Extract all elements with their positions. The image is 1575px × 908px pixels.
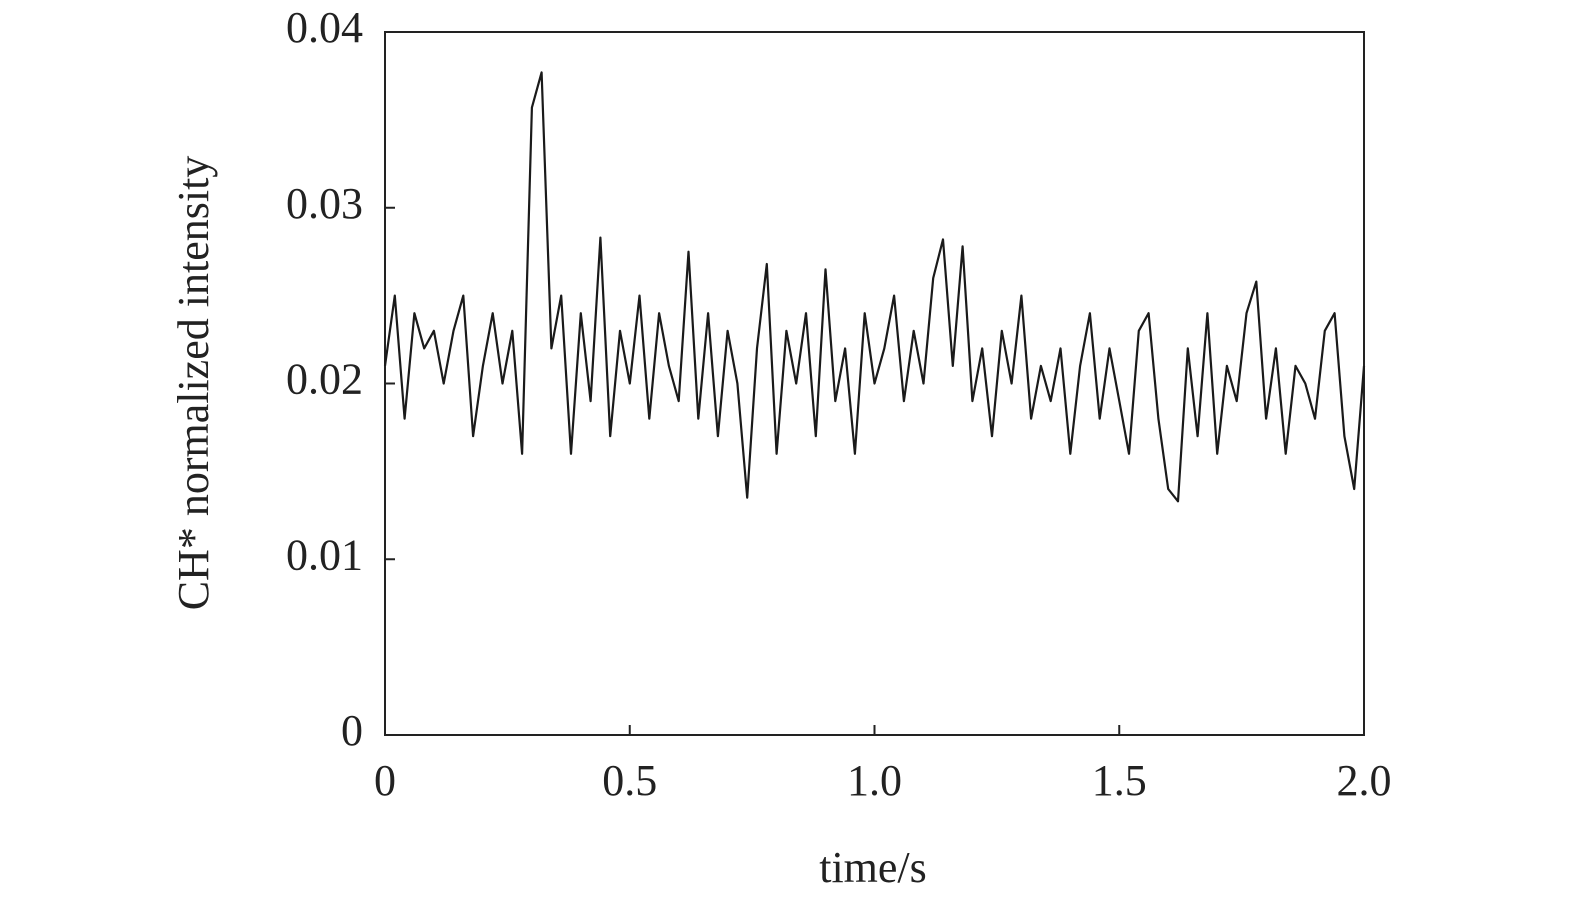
y-tick-label: 0.02 bbox=[286, 355, 363, 404]
y-axis-label: CH* normalized intensity bbox=[169, 156, 218, 611]
data-line bbox=[383, 71, 1366, 503]
x-tick-label: 2.0 bbox=[1337, 756, 1392, 805]
x-tick-label: 1.5 bbox=[1092, 756, 1147, 805]
x-axis-label: time/s bbox=[819, 843, 927, 892]
y-tick-label: 0 bbox=[341, 706, 363, 755]
x-tick-label: 0 bbox=[374, 756, 396, 805]
x-tick-label: 0.5 bbox=[602, 756, 657, 805]
y-tick-label: 0.01 bbox=[286, 530, 363, 579]
x-tick-label: 1.0 bbox=[847, 756, 902, 805]
y-tick-label: 0.04 bbox=[286, 3, 363, 52]
y-tick-label: 0.03 bbox=[286, 179, 363, 228]
